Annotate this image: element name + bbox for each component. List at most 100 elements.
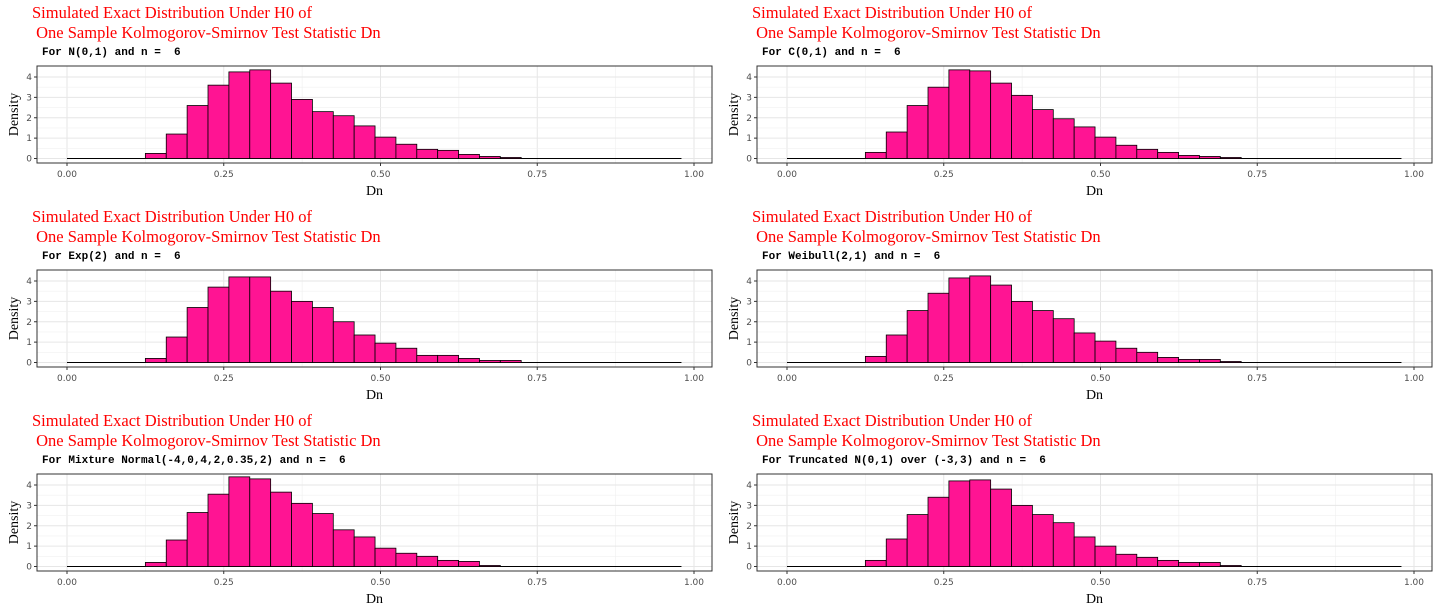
x-tick-label: 0.50 bbox=[370, 374, 390, 384]
histogram-bar bbox=[228, 276, 251, 363]
histogram-bar bbox=[332, 321, 355, 363]
y-tick-label: 0 bbox=[746, 155, 752, 165]
histogram-bar bbox=[144, 153, 167, 159]
histogram-bar bbox=[416, 555, 439, 567]
histogram-bar bbox=[948, 69, 971, 159]
y-tick-label: 2 bbox=[26, 318, 32, 328]
histogram-bar bbox=[1199, 156, 1221, 159]
histogram-bar bbox=[1073, 126, 1096, 159]
x-tick-label: 0.00 bbox=[57, 374, 77, 384]
histogram-bar bbox=[1011, 94, 1033, 159]
y-tick-label: 3 bbox=[746, 93, 752, 103]
y-tick-label: 3 bbox=[26, 93, 32, 103]
histogram-bar bbox=[186, 307, 209, 363]
histogram-bar bbox=[437, 354, 459, 363]
histogram-bar bbox=[1219, 361, 1242, 363]
histogram-bar bbox=[1199, 359, 1221, 363]
histogram-bar bbox=[499, 360, 522, 363]
histogram-bar bbox=[353, 536, 376, 567]
histogram-bar bbox=[1052, 522, 1075, 567]
histogram-panel: Simulated Exact Distribution Under H0 of… bbox=[720, 204, 1440, 408]
x-tick-label: 1.00 bbox=[684, 374, 704, 384]
histogram-bar bbox=[1032, 109, 1054, 159]
x-tick-label: 0.50 bbox=[1090, 374, 1110, 384]
x-tick-label: 1.00 bbox=[684, 170, 704, 180]
histogram-bar bbox=[458, 561, 480, 567]
histogram-bar bbox=[1136, 351, 1159, 363]
histogram-bar bbox=[1219, 157, 1242, 159]
chart-title-line1: Simulated Exact Distribution Under H0 of bbox=[32, 207, 312, 226]
histogram-bar bbox=[927, 292, 950, 363]
y-tick-label: 1 bbox=[26, 542, 32, 552]
chart-subtitle: For N(0,1) and n = 6 bbox=[42, 47, 181, 59]
x-tick-label: 0.25 bbox=[934, 578, 954, 588]
histogram-panel: Simulated Exact Distribution Under H0 of… bbox=[0, 204, 720, 408]
histogram-plot: 0 1 2 3 4 0.00 0.25 0.50 0.75 1.00 Dn Density bbox=[727, 65, 1433, 199]
x-tick-label: 1.00 bbox=[1404, 374, 1424, 384]
x-tick-label: 0.50 bbox=[1090, 170, 1110, 180]
histogram-bar bbox=[948, 480, 971, 567]
y-tick-label: 0 bbox=[26, 359, 32, 369]
x-axis-label: Dn bbox=[366, 388, 383, 403]
histogram-bar bbox=[416, 148, 439, 159]
histogram-bar bbox=[270, 82, 292, 159]
histogram-bar bbox=[1157, 151, 1179, 159]
x-tick-label: 0.50 bbox=[1090, 578, 1110, 588]
x-tick-label: 0.25 bbox=[214, 170, 234, 180]
histogram-bar bbox=[969, 275, 992, 363]
y-tick-label: 3 bbox=[746, 501, 752, 511]
histogram-bar bbox=[969, 70, 992, 159]
y-tick-label: 4 bbox=[26, 73, 32, 83]
chart-title-line2: One Sample Kolmogorov-Smirnov Test Stati… bbox=[32, 227, 381, 246]
histogram-bar bbox=[499, 157, 522, 159]
chart-title-line2: One Sample Kolmogorov-Smirnov Test Stati… bbox=[752, 431, 1101, 450]
chart-subtitle: For C(0,1) and n = 6 bbox=[762, 47, 901, 59]
histogram-panel: Simulated Exact Distribution Under H0 of… bbox=[0, 408, 720, 612]
histogram-bar bbox=[228, 71, 251, 159]
y-tick-label: 2 bbox=[26, 522, 32, 532]
y-tick-label: 2 bbox=[26, 114, 32, 124]
histogram-bar bbox=[479, 360, 501, 363]
histogram-bar bbox=[416, 354, 439, 363]
histogram-bar bbox=[165, 539, 188, 567]
histogram-bar bbox=[864, 559, 887, 567]
histogram-bar bbox=[1011, 300, 1033, 363]
histogram-bar bbox=[249, 69, 272, 159]
histogram-bar bbox=[395, 552, 418, 567]
y-tick-label: 4 bbox=[746, 481, 752, 491]
histogram-bar bbox=[458, 154, 480, 159]
histogram-bar bbox=[906, 514, 929, 567]
histogram-bar bbox=[1199, 562, 1221, 567]
y-tick-label: 1 bbox=[746, 542, 752, 552]
chart-title-line2: One Sample Kolmogorov-Smirnov Test Stati… bbox=[32, 23, 381, 42]
y-tick-label: 4 bbox=[26, 481, 32, 491]
plot-border bbox=[756, 65, 1433, 164]
histogram-bar bbox=[207, 493, 230, 567]
y-tick-label: 0 bbox=[26, 155, 32, 165]
histogram-plot: 0 1 2 3 4 0.00 0.25 0.50 0.75 1.00 Dn Density bbox=[7, 473, 713, 607]
histogram-bar bbox=[186, 105, 209, 159]
histogram-bar bbox=[395, 347, 418, 363]
histogram-bar bbox=[885, 538, 908, 567]
chart-title-line1: Simulated Exact Distribution Under H0 of bbox=[752, 3, 1032, 22]
histogram-bar bbox=[1052, 318, 1075, 363]
histogram-bar bbox=[990, 82, 1012, 159]
histogram-bar bbox=[1032, 514, 1054, 567]
y-tick-label: 0 bbox=[746, 359, 752, 369]
histogram-bar bbox=[144, 562, 167, 567]
histogram-plot: 0 1 2 3 4 0.00 0.25 0.50 0.75 1.00 Dn Density bbox=[7, 65, 713, 199]
x-tick-label: 0.75 bbox=[1247, 170, 1267, 180]
histogram-bar bbox=[1073, 332, 1096, 363]
histogram-bar bbox=[479, 156, 501, 159]
y-tick-label: 2 bbox=[746, 318, 752, 328]
histogram-bar bbox=[969, 479, 992, 567]
x-tick-label: 1.00 bbox=[684, 578, 704, 588]
chart-subtitle: For Truncated N(0,1) over (-3,3) and n =… bbox=[762, 455, 1046, 467]
histogram-bar bbox=[312, 307, 334, 363]
y-axis-label: Density bbox=[727, 501, 742, 545]
histogram-bar bbox=[1115, 144, 1138, 159]
x-tick-label: 0.75 bbox=[527, 578, 547, 588]
histogram-bar bbox=[885, 334, 908, 363]
y-tick-label: 3 bbox=[746, 297, 752, 307]
y-tick-label: 1 bbox=[746, 338, 752, 348]
